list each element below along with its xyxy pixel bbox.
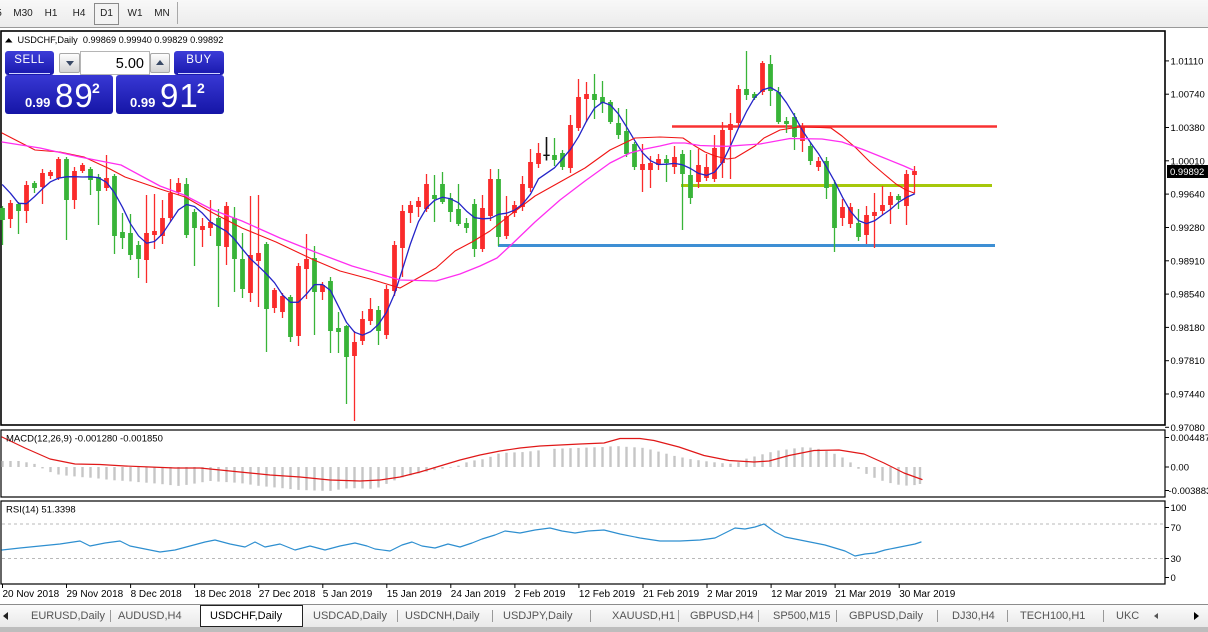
svg-text:1.01110: 1.01110 [1171, 56, 1204, 67]
svg-text:29 Nov 2018: 29 Nov 2018 [67, 589, 124, 600]
svg-text:21 Mar 2019: 21 Mar 2019 [835, 589, 892, 600]
svg-text:12 Feb 2019: 12 Feb 2019 [579, 589, 636, 600]
svg-text:0.99280: 0.99280 [1171, 223, 1205, 234]
svg-text:2 Mar 2019: 2 Mar 2019 [707, 589, 758, 600]
svg-text:2 Feb 2019: 2 Feb 2019 [515, 589, 566, 600]
svg-text:1.00740: 1.00740 [1171, 90, 1205, 101]
svg-text:70: 70 [1171, 523, 1182, 534]
svg-text:0.97810: 0.97810 [1171, 356, 1205, 367]
svg-text:0.98910: 0.98910 [1171, 256, 1205, 267]
svg-text:0.99892: 0.99892 [1170, 167, 1204, 178]
svg-text:30 Mar 2019: 30 Mar 2019 [899, 589, 956, 600]
svg-text:0.004487: 0.004487 [1171, 433, 1208, 444]
svg-text:1.00380: 1.00380 [1171, 123, 1205, 134]
svg-text:12 Mar 2019: 12 Mar 2019 [771, 589, 828, 600]
svg-text:18 Dec 2018: 18 Dec 2018 [195, 589, 252, 600]
svg-text:-0.003883: -0.003883 [1169, 486, 1208, 497]
svg-text:0.98180: 0.98180 [1171, 323, 1205, 334]
svg-text:USDCHF,Daily 0.99869 0.99940: USDCHF,Daily 0.99869 0.99940 0.99829 0.9… [18, 35, 224, 45]
svg-text:27 Dec 2018: 27 Dec 2018 [259, 589, 316, 600]
svg-text:MACD(12,26,9) -0.001280 -0.001: MACD(12,26,9) -0.001280 -0.001850 [6, 434, 163, 445]
svg-text:20 Nov 2018: 20 Nov 2018 [3, 589, 60, 600]
svg-text:0.99640: 0.99640 [1171, 190, 1205, 201]
svg-text:100: 100 [1171, 503, 1187, 514]
svg-text:RSI(14) 51.3398: RSI(14) 51.3398 [6, 505, 76, 516]
svg-text:0.00: 0.00 [1171, 463, 1190, 474]
svg-text:21 Feb 2019: 21 Feb 2019 [643, 589, 700, 600]
svg-text:5 Jan 2019: 5 Jan 2019 [323, 589, 373, 600]
svg-text:0.97080: 0.97080 [1171, 423, 1205, 434]
svg-text:15 Jan 2019: 15 Jan 2019 [387, 589, 442, 600]
svg-text:1.00010: 1.00010 [1171, 156, 1205, 167]
svg-text:8 Dec 2018: 8 Dec 2018 [131, 589, 183, 600]
svg-text:0.98540: 0.98540 [1171, 290, 1205, 301]
svg-text:0.97440: 0.97440 [1171, 390, 1205, 401]
svg-text:30: 30 [1171, 554, 1182, 565]
svg-text:24 Jan 2019: 24 Jan 2019 [451, 589, 506, 600]
svg-text:0: 0 [1171, 573, 1176, 584]
